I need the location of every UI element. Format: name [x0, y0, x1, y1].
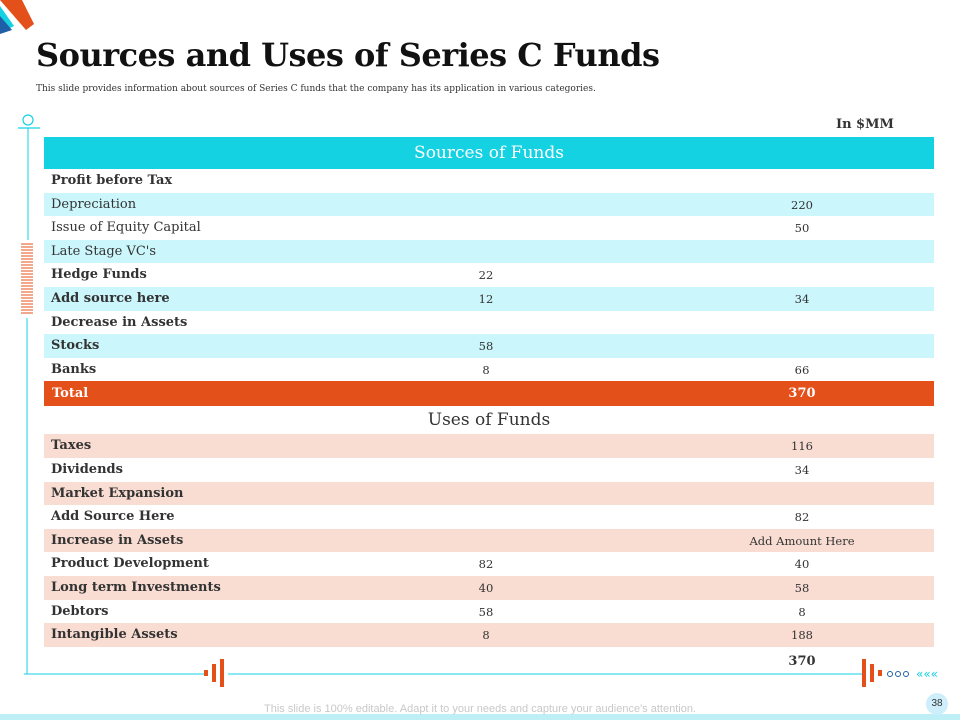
table-row: Product Development 82 40 — [44, 552, 934, 576]
table-row: Banks 8 66 — [44, 358, 934, 382]
table-row: Add Source Here 82 — [44, 505, 934, 529]
footer-bar — [0, 714, 960, 720]
row-value-col1: 22 — [478, 268, 494, 283]
row-label: Increase in Assets — [51, 532, 184, 548]
sources-header: Sources of Funds — [44, 137, 934, 169]
row-value-col2: 82 — [794, 510, 810, 525]
row-value-col2: 188 — [791, 628, 813, 643]
row-value-col2: 220 — [791, 197, 813, 212]
table-row: Dividends 34 — [44, 458, 934, 482]
row-label: Stocks — [51, 338, 100, 354]
svg-text:«««: ««« — [916, 667, 938, 681]
total-value: 370 — [788, 386, 816, 402]
table-row: Profit before Tax — [44, 169, 934, 193]
row-value-col2: 50 — [794, 221, 810, 236]
unit-label: In $MM — [836, 117, 894, 132]
row-label: Market Expansion — [51, 485, 184, 501]
row-label: Taxes — [51, 438, 92, 454]
row-label: Hedge Funds — [51, 267, 147, 283]
table-row: Decrease in Assets — [44, 311, 934, 335]
row-value-col1: 58 — [478, 604, 494, 619]
table-row: Add source here 12 34 — [44, 286, 934, 311]
table-row: Debtors 58 8 — [44, 600, 934, 624]
page-title: Sources and Uses of Series C Funds — [36, 36, 660, 74]
row-value-col2: 66 — [794, 362, 810, 377]
row-label: Product Development — [51, 556, 209, 572]
row-value-col2: Add Amount Here — [749, 533, 855, 548]
table-row: Long term Investments 40 58 — [44, 575, 934, 600]
row-value-col1: 40 — [478, 580, 494, 595]
row-value-col2: 34 — [794, 462, 810, 477]
table-row: Issue of Equity Capital 50 — [44, 216, 934, 240]
table-row: Taxes 116 — [44, 434, 934, 458]
row-label: Dividends — [51, 461, 123, 477]
table-row: Hedge Funds 22 — [44, 263, 934, 287]
row-value-col1: 12 — [478, 291, 494, 306]
row-label: Add Source Here — [51, 509, 175, 525]
row-label: Depreciation — [51, 196, 137, 212]
footer-note: This slide is 100% editable. Adapt it to… — [264, 703, 696, 715]
row-label: Issue of Equity Capital — [51, 220, 201, 236]
row-value-col2: 40 — [794, 557, 810, 572]
uses-total-value: 370 — [788, 654, 816, 669]
table-row: Depreciation 220 — [44, 192, 934, 217]
corner-decoration — [0, 0, 34, 34]
row-label: Decrease in Assets — [51, 314, 188, 330]
table-row: Intangible Assets 8 188 — [44, 623, 934, 647]
row-label: Late Stage VC's — [51, 243, 157, 259]
table-row: Late Stage VC's — [44, 239, 934, 264]
row-value-col1: 8 — [482, 628, 490, 643]
total-label: Total — [52, 386, 89, 402]
row-label: Add source here — [51, 290, 170, 306]
table-row: Increase in Assets Add Amount Here — [44, 528, 934, 553]
left-rail-decoration — [18, 114, 44, 675]
row-label: Intangible Assets — [51, 627, 178, 643]
bottom-rail-decoration: ««« — [24, 659, 938, 687]
funds-table: Sources of Funds Profit before Tax Deprec… — [44, 137, 934, 647]
uses-header: Uses of Funds — [44, 406, 934, 435]
uses-rows: Taxes 116 Dividends 34 Market Expansion Add S… — [44, 434, 934, 647]
row-value-col1: 8 — [482, 362, 490, 377]
row-value-col2: 8 — [798, 604, 806, 619]
row-label: Long term Investments — [51, 579, 221, 595]
table-row: Stocks 58 — [44, 334, 934, 358]
sources-total-row: Total 370 — [44, 381, 934, 407]
row-value-col1: 58 — [478, 339, 494, 354]
row-value-col1: 82 — [478, 557, 494, 572]
row-value-col2: 34 — [794, 291, 810, 306]
row-label: Profit before Tax — [51, 173, 173, 188]
row-label: Debtors — [51, 603, 109, 619]
sources-rows: Profit before Tax Depreciation 220 Issue of… — [44, 169, 934, 381]
page-number: 38 — [926, 693, 948, 715]
row-value-col2: 58 — [794, 580, 810, 595]
row-value-col2: 116 — [791, 439, 813, 454]
table-row: Market Expansion — [44, 481, 934, 506]
row-label: Banks — [51, 361, 97, 377]
page-subtitle: This slide provides information about so… — [36, 84, 596, 94]
